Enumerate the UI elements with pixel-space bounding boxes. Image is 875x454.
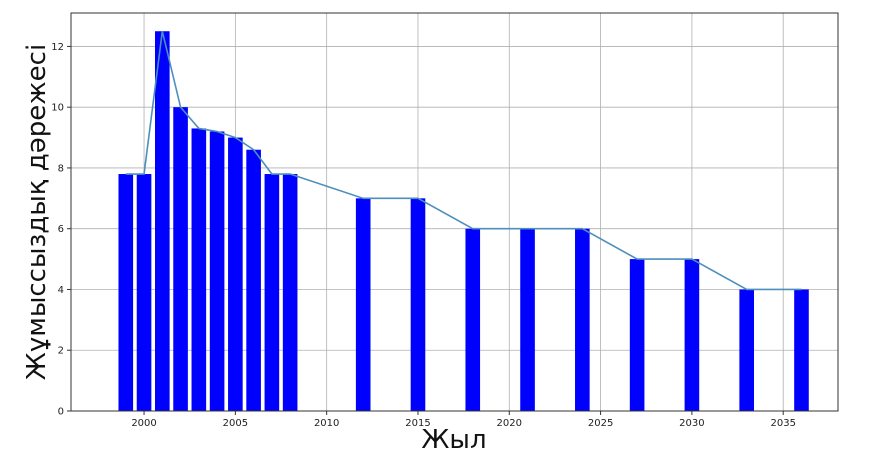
bar xyxy=(118,174,134,411)
x-tick-label: 2030 xyxy=(679,418,704,429)
bar xyxy=(264,174,280,411)
bar xyxy=(191,128,207,411)
x-tick-label: 2035 xyxy=(770,418,795,429)
bar xyxy=(739,289,754,411)
x-tick-label: 2020 xyxy=(497,418,522,429)
y-tick-label: 10 xyxy=(51,103,64,114)
bars xyxy=(118,31,809,412)
trend-line xyxy=(125,31,802,291)
bar xyxy=(575,228,590,411)
x-tick-label: 2010 xyxy=(314,418,339,429)
bar xyxy=(136,174,152,411)
bar xyxy=(684,259,700,411)
x-axis-title: Жыл xyxy=(421,425,486,454)
y-tick-label: 4 xyxy=(58,285,64,296)
bar xyxy=(794,289,809,411)
bar xyxy=(629,259,645,411)
bar xyxy=(520,228,535,411)
y-tick-label: 6 xyxy=(58,224,64,235)
bar xyxy=(246,149,261,411)
bar xyxy=(209,131,225,411)
bar xyxy=(155,31,170,412)
x-tick-label: 2025 xyxy=(588,418,613,429)
trend-polyline xyxy=(125,31,802,291)
y-tick-label: 12 xyxy=(51,42,64,53)
ticks: 2000 2005 2010 2015 2020 2025 2030 2035 0 2 4 6 8 10 1… xyxy=(51,42,796,429)
bar xyxy=(355,198,371,411)
bar xyxy=(282,174,298,411)
x-tick-label: 2005 xyxy=(223,418,248,429)
y-tick-label: 8 xyxy=(58,163,64,174)
y-tick-label: 2 xyxy=(58,346,64,357)
y-tick-label: 0 xyxy=(58,407,64,418)
bar xyxy=(173,107,188,412)
bar xyxy=(228,137,243,411)
x-tick-label: 2000 xyxy=(131,418,156,429)
y-axis-title: Жұмыссыздық дәрежесі xyxy=(22,44,52,380)
plot-frame xyxy=(70,12,839,412)
bar xyxy=(465,228,481,411)
x-tick-label: 2015 xyxy=(405,418,430,429)
bar xyxy=(410,198,426,411)
